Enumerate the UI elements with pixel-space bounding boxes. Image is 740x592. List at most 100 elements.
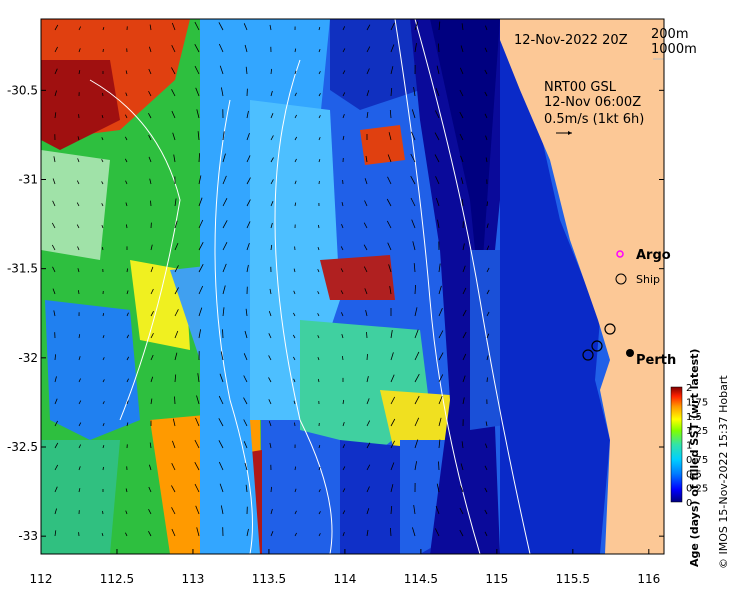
current-arrow <box>390 418 396 427</box>
y-tick-label: -33 <box>18 529 38 543</box>
current-arrow <box>270 201 274 207</box>
current-arrow <box>54 442 59 449</box>
current-arrow <box>434 110 440 119</box>
current-arrow <box>438 21 441 31</box>
current-arrow <box>125 114 128 119</box>
current-arrow <box>366 442 371 449</box>
current-arrow <box>171 485 176 493</box>
current-arrow <box>390 484 394 493</box>
current-arrow <box>174 330 179 339</box>
current-arrow <box>220 505 224 515</box>
current-arrow <box>52 178 56 185</box>
current-arrow <box>342 70 346 75</box>
current-arrow <box>102 466 104 471</box>
current-arrow <box>435 197 440 207</box>
land-mass <box>500 19 664 554</box>
current-arrow <box>150 354 154 361</box>
current-arrow <box>125 202 128 207</box>
current-arrow <box>198 329 201 339</box>
current-arrow <box>218 22 224 31</box>
current-arrow <box>222 198 228 207</box>
current-arrow <box>294 136 298 141</box>
current-arrow <box>438 417 442 427</box>
current-arrow <box>197 131 200 141</box>
current-arrow <box>460 155 464 163</box>
current-scale-label: 0.5m/s (1kt 6h) <box>544 112 644 127</box>
current-arrow <box>485 443 488 449</box>
current-arrow <box>171 89 176 97</box>
current-arrow <box>150 266 154 273</box>
ship-label: Ship <box>636 273 660 286</box>
current-arrow <box>102 335 105 339</box>
current-arrow <box>174 352 178 361</box>
current-arrow <box>484 113 488 119</box>
current-arrow <box>341 312 344 317</box>
current-arrow <box>102 423 105 427</box>
current-arrow <box>101 225 104 229</box>
perth-label: Perth <box>636 353 676 368</box>
current-arrow <box>78 26 82 31</box>
current-arrow <box>171 463 176 471</box>
current-arrow <box>218 43 224 53</box>
current-arrow <box>390 527 392 537</box>
current-arrow <box>78 488 81 493</box>
current-arrow <box>317 291 320 295</box>
current-arrow <box>363 266 368 273</box>
current-arrow <box>78 400 82 405</box>
current-arrow <box>126 224 128 229</box>
current-arrow <box>172 132 176 141</box>
current-arrow <box>171 110 176 119</box>
current-arrow <box>221 87 224 97</box>
current-arrow <box>218 395 224 405</box>
current-arrow <box>438 285 442 295</box>
current-arrow <box>268 420 272 427</box>
current-arrow <box>366 398 370 405</box>
current-arrow <box>460 45 464 53</box>
current-arrow <box>171 528 176 537</box>
current-arrow <box>390 87 393 97</box>
current-arrow <box>318 26 321 31</box>
current-arrow <box>126 312 129 317</box>
current-arrow <box>389 286 392 295</box>
current-arrow <box>243 397 248 405</box>
current-arrow <box>414 284 416 295</box>
current-arrow <box>342 488 346 493</box>
current-arrow <box>294 510 297 515</box>
current-arrow <box>342 26 346 31</box>
current-arrow <box>412 527 416 537</box>
current-arrow <box>194 21 200 31</box>
current-arrow <box>54 530 57 537</box>
current-arrow <box>77 158 80 163</box>
current-arrow <box>317 378 320 383</box>
current-arrow <box>78 356 81 361</box>
current-arrow <box>484 487 488 493</box>
current-arrow <box>414 395 420 405</box>
current-arrow <box>198 153 200 163</box>
current-arrow <box>149 178 152 185</box>
current-arrow <box>246 110 249 119</box>
current-arrow <box>243 441 248 449</box>
current-arrow <box>102 510 104 515</box>
current-arrow <box>317 335 320 339</box>
current-arrow <box>268 310 272 317</box>
current-arrow <box>462 331 467 339</box>
current-arrow <box>462 243 465 251</box>
current-arrow <box>410 153 416 163</box>
current-arrow <box>246 177 251 185</box>
current-arrow <box>318 115 321 119</box>
current-arrow <box>414 461 417 471</box>
current-arrow <box>198 264 204 273</box>
current-arrow <box>342 532 345 537</box>
current-arrow <box>411 109 416 119</box>
current-arrow <box>434 528 440 537</box>
current-arrow <box>390 440 395 449</box>
current-arrow <box>54 46 58 53</box>
current-arrow <box>125 488 128 493</box>
current-arrow <box>486 267 490 273</box>
current-arrow <box>410 197 416 207</box>
current-arrow <box>318 489 321 493</box>
current-arrow <box>412 241 416 251</box>
current-arrow <box>293 356 296 361</box>
current-arrow <box>218 418 224 427</box>
current-arrow <box>461 441 464 449</box>
